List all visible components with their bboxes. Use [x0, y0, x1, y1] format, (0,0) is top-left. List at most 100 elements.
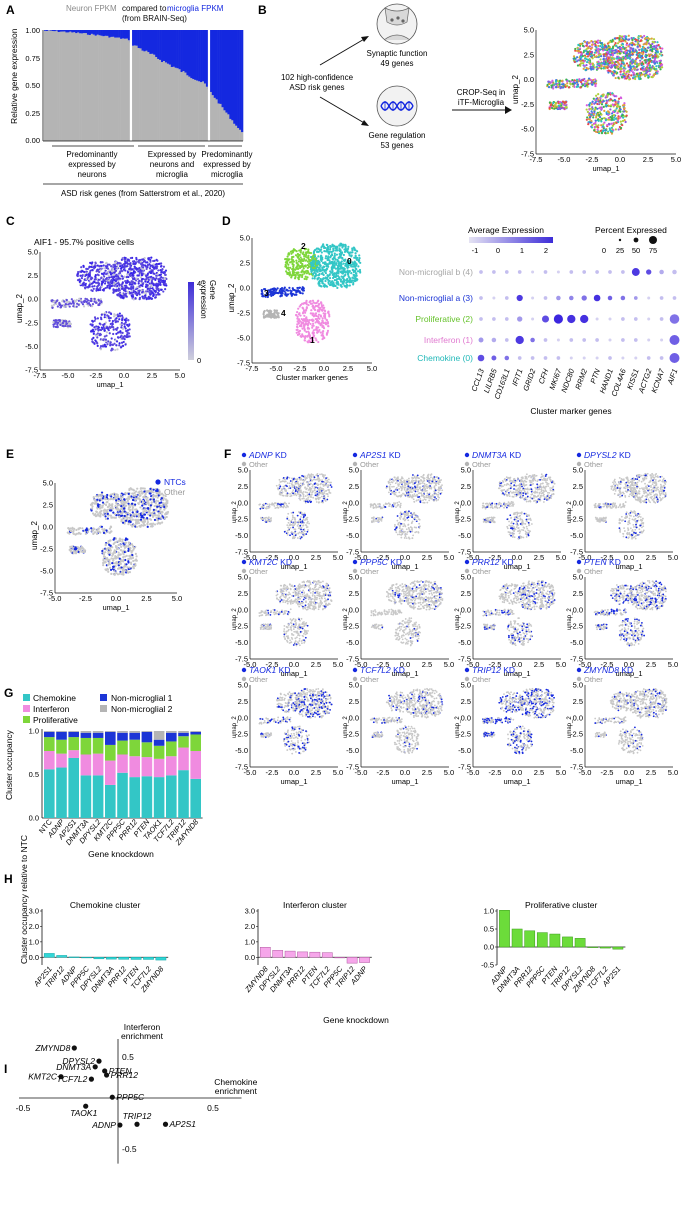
umap-ytick: -2.5 [237, 309, 250, 318]
umap-cell [578, 50, 581, 53]
umap-cell [52, 325, 55, 328]
umap-cell [302, 289, 305, 292]
umap-cell [119, 323, 122, 326]
umap-cell [164, 282, 167, 286]
umap-cell [329, 256, 332, 259]
umap-cell [106, 284, 109, 287]
umap-cell [294, 249, 297, 252]
umap-cell [618, 58, 621, 62]
umap-cell [617, 76, 620, 79]
umap-cell [606, 59, 609, 62]
umap-cell [99, 260, 102, 264]
umap-cell [121, 538, 124, 541]
umap-cell [79, 274, 82, 277]
umap-cell [557, 104, 561, 107]
a-bar-microglia [209, 30, 213, 92]
umap-cell [85, 267, 88, 271]
umap-cell [608, 111, 611, 114]
umap-cell [638, 77, 641, 81]
umap-cell [137, 259, 141, 262]
umap-cell [616, 112, 619, 115]
umap-cell [623, 69, 626, 72]
umap-cell [117, 551, 120, 554]
umap-cell [618, 40, 621, 43]
umap-cell [324, 321, 327, 324]
a-bar-neuron [137, 48, 140, 141]
umap-cell [576, 64, 580, 67]
b-top-line1: Synaptic function [367, 49, 428, 58]
umap-cell [159, 269, 162, 272]
d-dot [491, 355, 497, 361]
umap-ytick: -2.5 [25, 318, 38, 327]
umap-cell [67, 300, 70, 303]
umap-cell [163, 271, 166, 274]
umap-cell [94, 328, 97, 331]
umap-cell [590, 78, 593, 82]
umap-cell [100, 318, 103, 321]
umap-cell [322, 327, 326, 330]
umap-cell [294, 274, 297, 277]
umap-cell [95, 341, 99, 344]
umap-cell [611, 130, 614, 133]
umap-cell [122, 294, 125, 298]
umap-ytick: 2.5 [524, 50, 534, 59]
umap-cell [621, 61, 624, 64]
a-bar-microglia [145, 30, 148, 51]
umap-cell [138, 298, 141, 301]
d-dot [541, 315, 550, 323]
umap-cell [550, 84, 553, 87]
umap-cell [141, 295, 144, 298]
umap-cell [585, 118, 588, 121]
umap-cell [81, 527, 84, 530]
umap-cell [353, 275, 356, 278]
umap-cell [295, 314, 298, 317]
umap-cell [100, 264, 103, 268]
umap-cell [652, 66, 655, 69]
c-colorbar [188, 282, 194, 360]
umap-ytick: -5.0 [521, 125, 534, 134]
umap-cell [566, 82, 569, 85]
umap-cell [655, 65, 658, 68]
umap-cell [583, 64, 586, 67]
d-dot [647, 338, 651, 342]
umap-cell [603, 109, 606, 113]
umap-cell [302, 287, 305, 290]
umap-cell [294, 293, 297, 296]
umap-cell [292, 288, 295, 291]
umap-cell [143, 297, 146, 300]
umap-cell [85, 270, 88, 273]
umap-cell [585, 68, 588, 71]
a-bar-neuron [205, 86, 209, 141]
umap-cell [126, 271, 130, 274]
a-bar-microglia [84, 30, 88, 34]
umap-cell [300, 321, 303, 324]
umap-cell [316, 266, 319, 269]
umap-cell [59, 323, 62, 327]
umap-cell [311, 255, 314, 259]
a-bar-microglia [163, 30, 166, 61]
d-row-label-0: Chemokine (0) [417, 353, 473, 363]
umap-cell [590, 126, 594, 129]
umap-cell [619, 73, 622, 76]
umap-cell [605, 112, 608, 115]
umap-cell [339, 254, 342, 257]
umap-cell [322, 322, 325, 325]
a-bar-neuron [149, 53, 152, 141]
umap-cell [149, 278, 152, 281]
a-bar-neuron [153, 54, 156, 142]
umap-cell [585, 63, 588, 67]
umap-cell [593, 129, 596, 132]
umap-cell [292, 263, 295, 267]
umap-cell [619, 116, 622, 119]
d-dot [580, 314, 589, 324]
umap-cell [136, 487, 139, 490]
umap-cell [116, 313, 119, 316]
a-bar-microglia [159, 30, 162, 60]
umap-cell [117, 293, 121, 296]
umap-cell [94, 278, 97, 281]
umap-cell [634, 49, 637, 52]
umap-cell [624, 120, 627, 124]
a-bar-microglia [149, 30, 152, 54]
umap-cell [590, 113, 593, 116]
umap-cell [277, 316, 280, 319]
